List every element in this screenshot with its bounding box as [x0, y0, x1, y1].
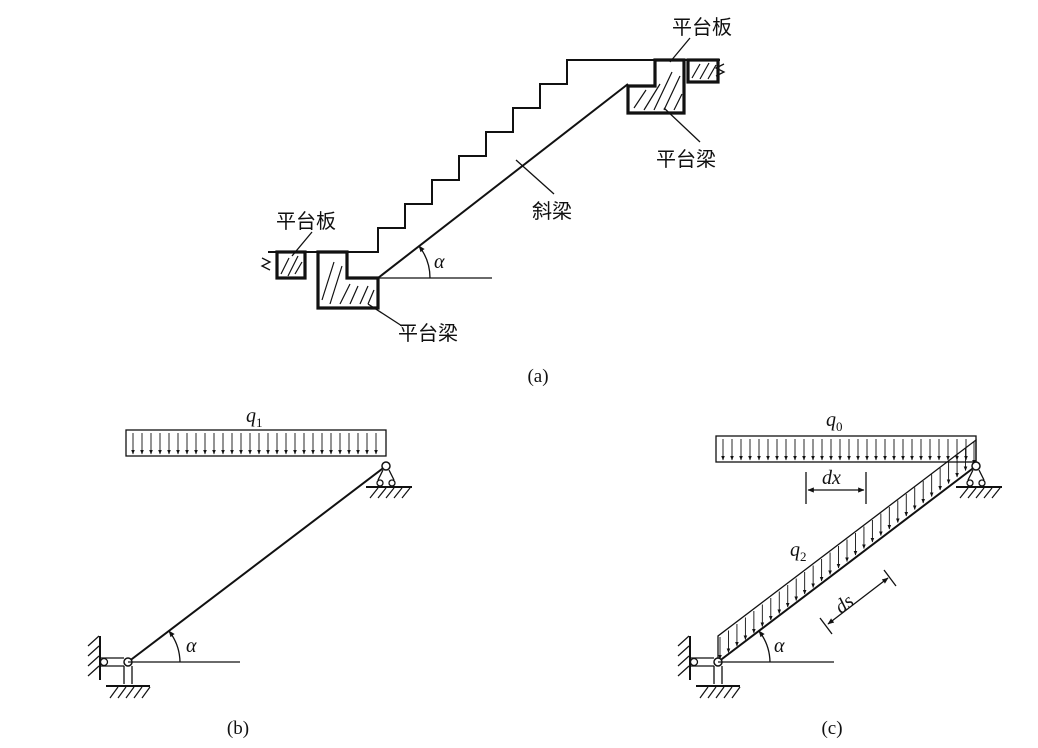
angle-label-c: α [774, 635, 785, 657]
panel-a: α 平台板 平台 [260, 15, 732, 387]
bottom-landing-slab [260, 250, 307, 280]
load-block-q0 [715, 435, 977, 463]
roller-support-top-b [366, 461, 412, 499]
label-landing-beam-bottom: 平台梁 [398, 321, 458, 345]
label-landing-slab-bottom: 平台板 [276, 209, 336, 233]
angle-label-b: α [186, 635, 197, 657]
angle-label-a: α [434, 251, 445, 273]
pin-support-bottom-b [87, 635, 151, 699]
inclined-beam-b [127, 465, 387, 663]
label-landing-slab-top: 平台板 [672, 15, 732, 39]
load-arrows-q0 [721, 439, 968, 461]
leader-slab-top [669, 37, 691, 63]
caption-b: (b) [227, 718, 249, 739]
label-inclined-beam: 斜梁 [532, 199, 572, 223]
svg-text:dx: dx [822, 467, 841, 489]
bottom-landing-beam [316, 250, 380, 310]
inclined-beam-c [717, 465, 977, 663]
pin-support-bottom-c [677, 635, 741, 699]
angle-arc-a [418, 245, 431, 279]
load-label-q0: q0 [826, 409, 843, 434]
panel-c: q0 q2 dx ds [677, 409, 1002, 739]
top-landing-beam [626, 58, 686, 115]
dx-dimension: dx [805, 467, 867, 504]
top-landing-slab [686, 58, 726, 84]
stair-soffit-line [377, 83, 629, 279]
load-label-q1: q1 [246, 405, 263, 430]
load-label-q2: q2 [790, 539, 807, 564]
roller-support-top-c [956, 461, 1002, 499]
panel-b: q1 [87, 405, 412, 739]
leader-slab-bottom [291, 231, 313, 257]
load-arrows-q1 [131, 433, 378, 455]
angle-arc-b [168, 630, 181, 663]
leader-inclined-beam [515, 159, 555, 195]
caption-c: (c) [821, 718, 842, 739]
stair-steps-outline [268, 59, 720, 253]
caption-a: (a) [527, 366, 548, 387]
label-landing-beam-top: 平台梁 [656, 147, 716, 171]
leader-beam-bottom [367, 303, 403, 327]
load-arrows-q2 [718, 442, 976, 660]
load-block-q1 [125, 429, 387, 457]
svg-text:ds: ds [831, 590, 859, 618]
ds-dimension: ds [819, 569, 897, 635]
angle-arc-c [758, 630, 771, 663]
leader-beam-top [663, 107, 701, 143]
